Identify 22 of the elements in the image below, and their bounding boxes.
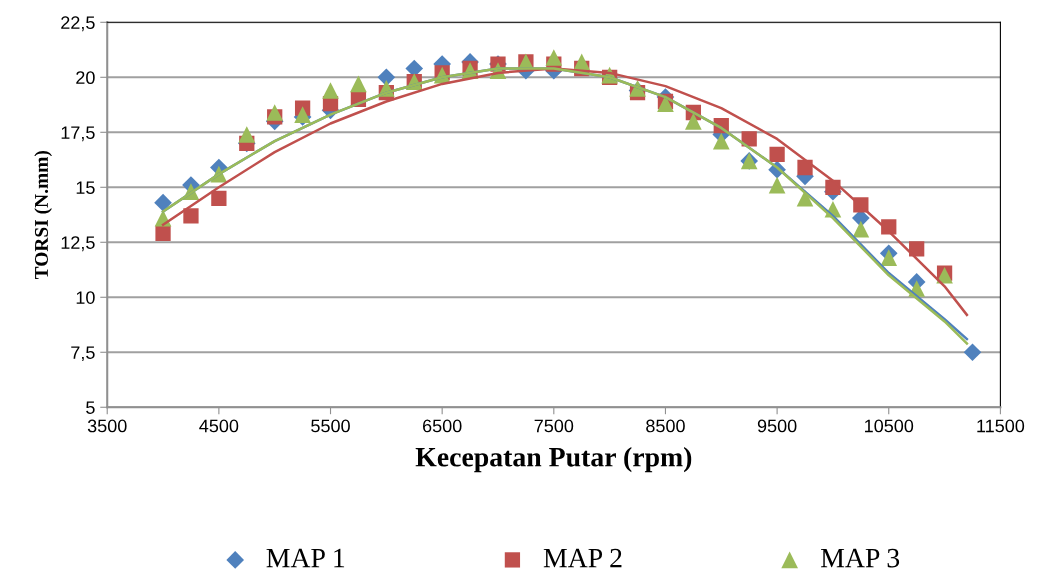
y-tick-label: 10 [76,291,95,304]
x-tick-label: 9500 [757,419,797,433]
x-tick-label: 4500 [199,419,239,433]
x-tick-label: 8500 [646,419,685,433]
x-axis-title: Kecepatan Putar (rpm) [415,447,692,473]
legend-label: MAP 1 [266,548,345,568]
y-tick-label: 20 [76,71,95,85]
x-tick-label: 10500 [865,419,914,433]
y-tick-label: 5 [86,401,95,414]
y-tick-label: 15 [76,181,95,195]
x-tick-label: 5500 [311,419,350,433]
legend-label: MAP 2 [543,548,622,568]
y-tick-label: 12,5 [61,236,95,252]
y-axis-title: TORSI (N.mm) [34,151,52,280]
y-tick-label: 7,5 [71,346,95,362]
legend-label: MAP 3 [821,548,900,568]
y-tick-label: 22,5 [61,16,95,32]
x-tick-label: 6500 [423,419,462,433]
x-tick-label: 7500 [534,419,574,433]
x-tick-label: 11500 [977,419,1025,433]
x-tick-label: 3500 [87,419,127,433]
y-tick-label: 17,5 [61,126,95,142]
